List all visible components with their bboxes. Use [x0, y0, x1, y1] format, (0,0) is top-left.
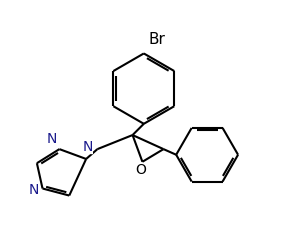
Text: N: N [82, 140, 93, 154]
Text: Br: Br [148, 32, 165, 47]
Text: O: O [136, 163, 146, 177]
Text: N: N [28, 183, 39, 197]
Text: N: N [46, 132, 57, 146]
